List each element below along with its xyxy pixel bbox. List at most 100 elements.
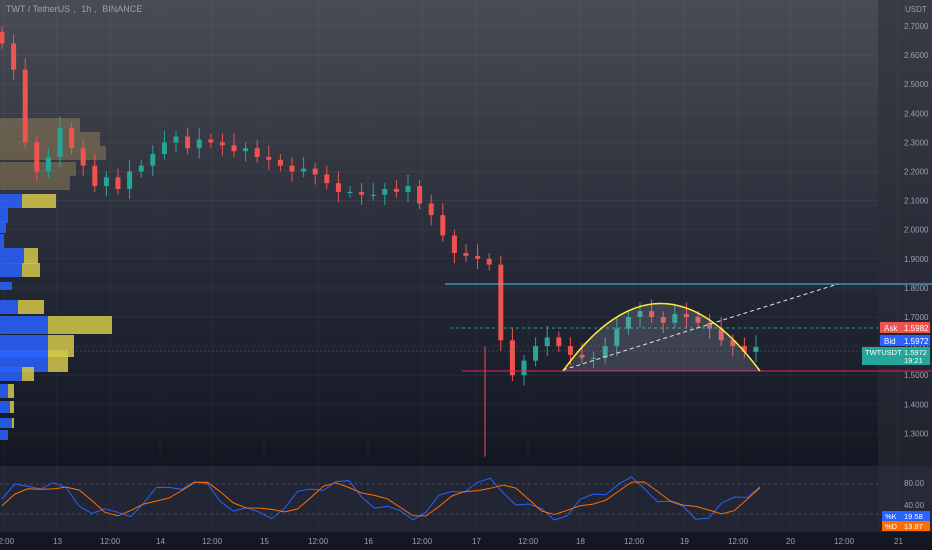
- candle-body: [324, 174, 330, 184]
- time-tick: 17: [472, 537, 481, 546]
- candle-body: [463, 252, 469, 256]
- candle-body: [150, 154, 156, 166]
- volume-bar: [48, 350, 68, 372]
- cup-arc[interactable]: [562, 302, 761, 372]
- candle-body: [92, 165, 98, 187]
- volume-bar: [0, 300, 18, 314]
- candle-body: [382, 188, 388, 195]
- candle-body: [277, 159, 283, 166]
- time-tick: 12:00: [518, 537, 539, 546]
- candle-body: [417, 186, 423, 204]
- time-tick: 18: [576, 537, 585, 546]
- candle-body: [45, 156, 51, 172]
- k-value-label: %K 19.58: [882, 511, 930, 521]
- k-line: [1, 476, 761, 521]
- candle-body: [69, 127, 75, 149]
- volume-bar: [0, 316, 48, 334]
- price-tick: 2.2000: [904, 168, 929, 177]
- candle-body: [301, 168, 307, 172]
- time-tick: 12:00: [202, 537, 223, 546]
- volume-bar: [0, 384, 8, 398]
- price-tick: 2.7000: [904, 22, 929, 31]
- time-tick: 12:00: [624, 537, 645, 546]
- svg-text:Ask: Ask: [884, 324, 898, 333]
- time-tick: 12:00: [100, 537, 121, 546]
- price-axis: 2.7000 2.6000 2.5000 2.4000 2.3000 2.2000 2.10…: [904, 22, 929, 438]
- candle-body: [405, 186, 411, 192]
- candle-body: [625, 317, 631, 329]
- time-axis-background: [0, 532, 932, 550]
- candle-body: [533, 346, 539, 361]
- volume-bar: [24, 248, 38, 264]
- candle-body: [138, 165, 144, 172]
- candle-body: [556, 337, 562, 347]
- candle-body: [614, 328, 620, 347]
- candlestick-series: [0, 26, 759, 457]
- trend-projection-line[interactable]: [562, 283, 839, 371]
- candle-body: [591, 357, 597, 359]
- price-tick: 1.3000: [904, 429, 929, 438]
- volume-bar: [0, 234, 4, 248]
- price-tick: 1.8000: [904, 284, 929, 293]
- candle-body: [475, 255, 481, 259]
- volume-bar: [0, 176, 70, 190]
- svg-text:13.87: 13.87: [904, 522, 923, 531]
- price-tick: 1.4000: [904, 400, 929, 409]
- candle-body: [672, 314, 678, 323]
- candle-body: [231, 145, 237, 152]
- stochastic-oscillator[interactable]: [1, 476, 761, 521]
- time-tick: 13: [53, 537, 62, 546]
- price-tick: 2.1000: [904, 197, 929, 206]
- candle-body: [243, 148, 249, 152]
- volume-bar: [0, 367, 22, 381]
- ask-price-label: Ask 1.5982: [880, 322, 930, 333]
- candle-body: [80, 148, 86, 166]
- candle-body: [695, 317, 701, 323]
- svg-text:Bid: Bid: [884, 337, 896, 346]
- volume-bar: [0, 207, 8, 223]
- candle-body: [718, 328, 724, 341]
- volume-bar: [18, 300, 44, 314]
- time-tick: 16: [364, 537, 373, 546]
- candle-body: [451, 235, 457, 253]
- grid-lines: [0, 0, 899, 532]
- candle-body: [637, 311, 643, 317]
- candle-body: [103, 177, 109, 187]
- candle-body: [707, 322, 713, 329]
- candle-body: [683, 314, 689, 317]
- time-tick: 12:00: [0, 537, 15, 546]
- time-tick: 12:00: [308, 537, 329, 546]
- candle-body: [393, 188, 399, 192]
- volume-bar: [0, 282, 12, 290]
- candle-body: [544, 337, 550, 347]
- volume-bar: [8, 384, 14, 398]
- volume-bar: [0, 263, 22, 277]
- volume-bar: [10, 401, 14, 413]
- price-tick: 2.0000: [904, 226, 929, 235]
- candle-body: [359, 191, 365, 195]
- candle-body: [57, 127, 63, 157]
- volume-bar: [0, 418, 12, 428]
- volume-bar: [0, 430, 8, 440]
- candle-body: [428, 203, 434, 216]
- svg-text:19.58: 19.58: [904, 512, 923, 521]
- candle-body: [11, 43, 17, 70]
- time-tick: 12:00: [834, 537, 855, 546]
- time-tick: 14: [156, 537, 165, 546]
- svg-text:%D: %D: [885, 522, 898, 531]
- candle-body: [312, 168, 318, 175]
- candle-body: [34, 142, 40, 172]
- svg-text:TWTUSDT: TWTUSDT: [865, 348, 902, 357]
- interval-label: 1h: [81, 4, 92, 14]
- bid-price-label: Bid 1.5972: [880, 335, 930, 346]
- volume-bar: [48, 316, 112, 334]
- svg-text:1.5972: 1.5972: [904, 348, 927, 357]
- candle-body: [498, 264, 504, 341]
- oscillator-tick-80: 80.00: [904, 479, 925, 488]
- candle-body: [208, 139, 214, 143]
- volume-bar: [12, 418, 14, 428]
- candle-body: [289, 165, 295, 172]
- candle-body: [254, 148, 260, 157]
- candle-body: [0, 31, 5, 44]
